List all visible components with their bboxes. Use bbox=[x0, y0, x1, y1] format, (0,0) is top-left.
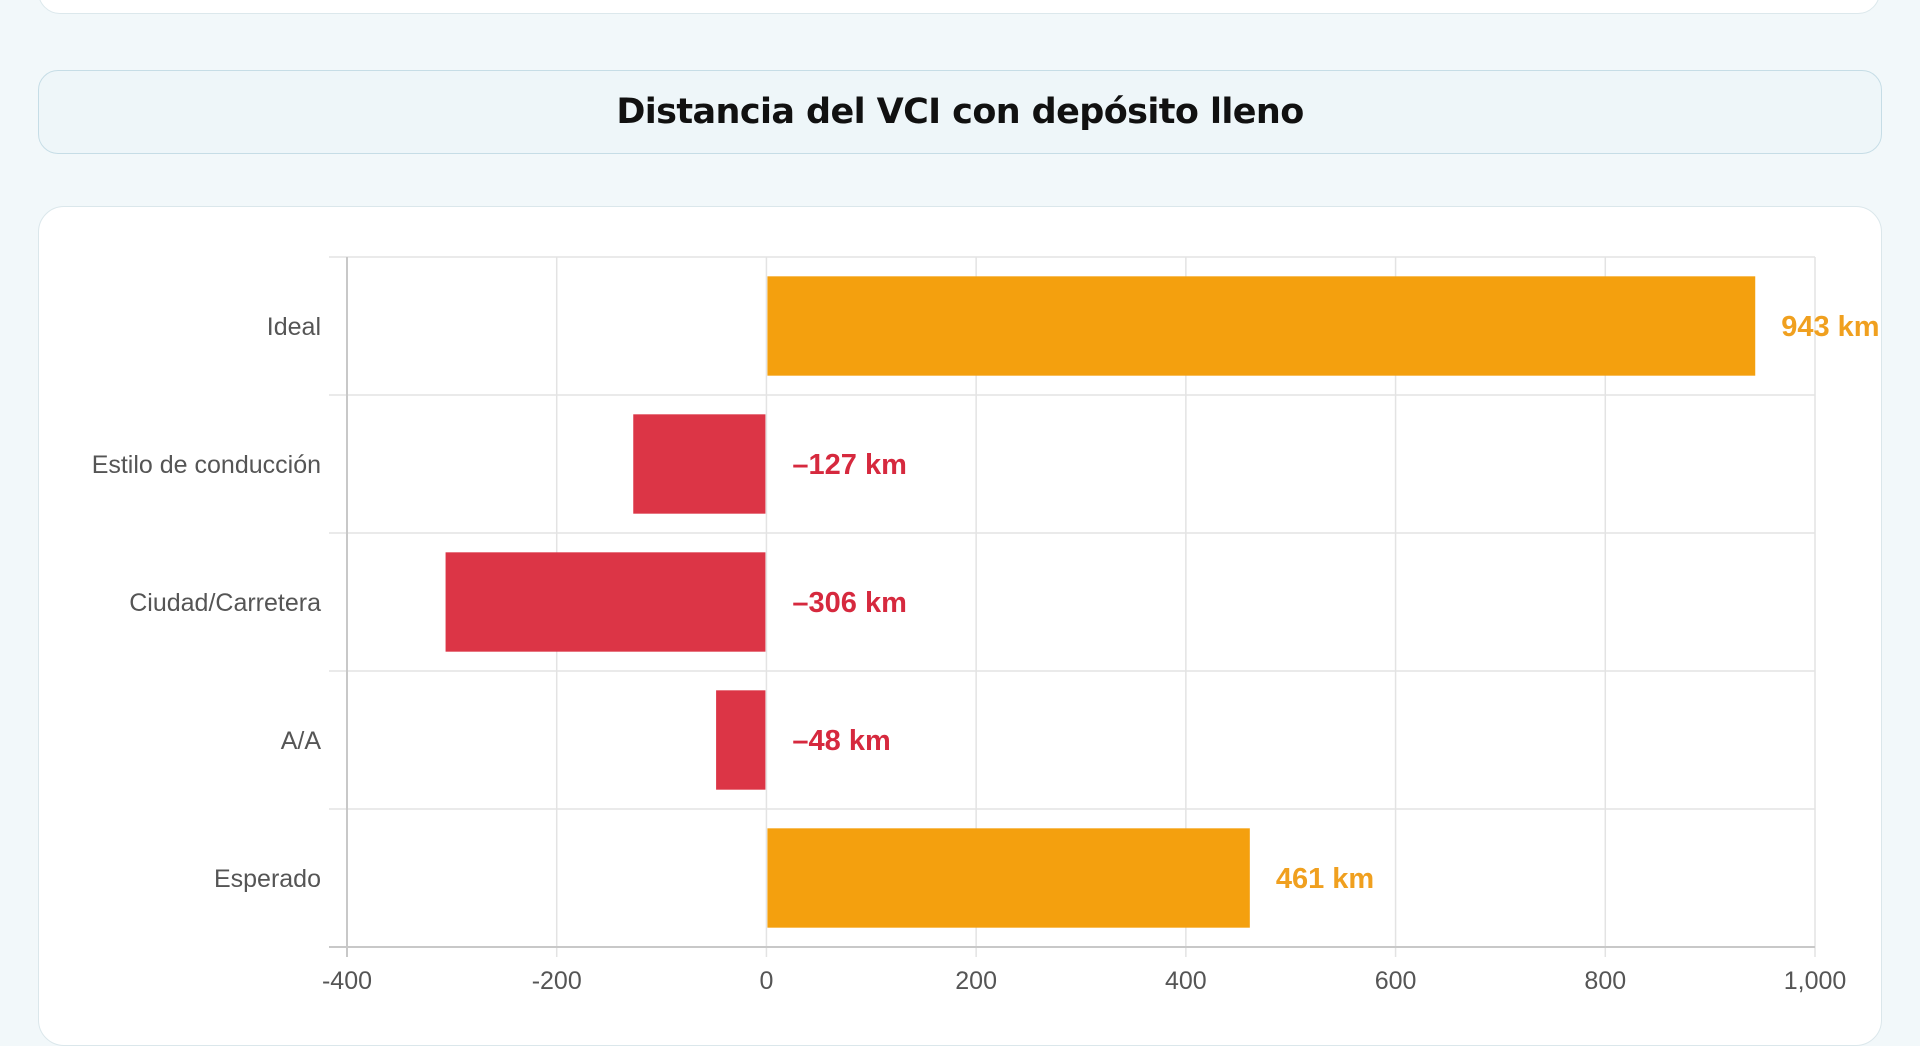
bar-esperado bbox=[767, 828, 1250, 928]
x-tick-label: 400 bbox=[1165, 967, 1207, 995]
previous-card bbox=[38, 0, 1880, 14]
category-label: Esperado bbox=[214, 865, 321, 893]
bar-ideal bbox=[767, 276, 1756, 376]
x-tick-label: 600 bbox=[1375, 967, 1417, 995]
bar-ciudad-carretera bbox=[445, 552, 766, 652]
category-label: Ciudad/Carretera bbox=[129, 589, 321, 617]
bar-chart: -400 -200 0 200 400 600 800 1,000 Ideal 943 km Est… bbox=[92, 256, 1880, 995]
data-label: –48 km bbox=[792, 725, 890, 757]
chart-title: Distancia del VCI con depósito lleno bbox=[616, 92, 1304, 132]
category-label: Estilo de conducción bbox=[92, 451, 321, 479]
data-label: –306 km bbox=[792, 587, 907, 619]
x-tick-label: -200 bbox=[532, 967, 582, 995]
chart-title-banner: Distancia del VCI con depósito lleno bbox=[38, 70, 1882, 154]
bar-a-a bbox=[716, 690, 766, 790]
data-label: 461 km bbox=[1276, 863, 1374, 895]
data-label: 943 km bbox=[1781, 311, 1879, 343]
bar-estilo-de-conducci-n bbox=[633, 414, 766, 514]
data-label: –127 km bbox=[792, 449, 907, 481]
category-label: A/A bbox=[281, 727, 322, 755]
x-tick-label: 0 bbox=[759, 967, 773, 995]
chart-card: -400 -200 0 200 400 600 800 1,000 Ideal 943 km Est… bbox=[38, 206, 1882, 1046]
x-tick-label: 800 bbox=[1584, 967, 1626, 995]
x-tick-label: 200 bbox=[955, 967, 997, 995]
x-tick-label: -400 bbox=[322, 967, 372, 995]
category-label: Ideal bbox=[267, 313, 321, 341]
x-tick-label: 1,000 bbox=[1784, 967, 1847, 995]
